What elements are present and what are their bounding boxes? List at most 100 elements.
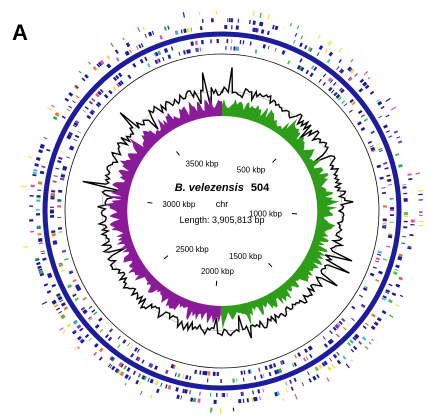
feature-mark bbox=[124, 382, 127, 386]
gene-feature bbox=[353, 346, 358, 351]
gene-feature bbox=[88, 337, 92, 342]
feature-mark bbox=[59, 327, 64, 331]
feature-mark bbox=[415, 172, 421, 175]
gene-feature bbox=[378, 147, 383, 151]
gene-feature bbox=[362, 81, 367, 86]
gene-feature bbox=[120, 80, 124, 85]
feature-mark bbox=[399, 294, 404, 298]
gene-feature bbox=[338, 87, 343, 92]
feature-mark bbox=[23, 245, 29, 248]
gene-feature bbox=[126, 367, 131, 372]
gc-skew-negative bbox=[104, 95, 222, 324]
scale-tick-label: 3000 kbp bbox=[162, 200, 195, 209]
outer-feature-marks bbox=[20, 10, 425, 414]
feature-ring-1 bbox=[29, 18, 415, 404]
gene-feature bbox=[57, 159, 62, 164]
gene-feature bbox=[328, 77, 333, 82]
gene-feature bbox=[135, 45, 139, 50]
gene-feature bbox=[281, 359, 285, 365]
scale-tick bbox=[268, 262, 273, 268]
gene-feature bbox=[54, 112, 60, 117]
gene-feature bbox=[43, 283, 49, 287]
gene-feature bbox=[369, 90, 375, 95]
gene-feature bbox=[99, 59, 105, 65]
gene-feature bbox=[385, 114, 390, 118]
gene-feature bbox=[107, 336, 113, 342]
gene-feature bbox=[117, 81, 122, 87]
gene-feature bbox=[360, 126, 366, 132]
feature-ring-5 bbox=[57, 46, 387, 376]
gene-feature bbox=[313, 66, 318, 72]
gene-feature bbox=[154, 59, 158, 65]
gene-feature bbox=[361, 303, 366, 307]
scale-tick bbox=[163, 255, 169, 260]
gene-feature bbox=[362, 325, 367, 330]
gene-feature bbox=[133, 347, 138, 352]
gene-feature bbox=[329, 330, 333, 334]
gene-feature bbox=[332, 81, 337, 86]
gene-feature bbox=[74, 85, 79, 90]
gene-feature bbox=[117, 344, 121, 349]
gene-feature bbox=[75, 285, 81, 290]
gene-feature bbox=[369, 272, 375, 277]
gene-feature bbox=[351, 101, 356, 106]
gene-feature bbox=[40, 143, 45, 148]
gene-feature bbox=[91, 109, 96, 113]
gene-feature bbox=[81, 77, 86, 82]
gene-feature bbox=[364, 322, 369, 327]
gene-feature bbox=[91, 97, 96, 102]
gene-feature bbox=[349, 98, 354, 104]
gene-feature bbox=[35, 156, 41, 161]
gene-feature bbox=[75, 95, 80, 99]
gene-feature bbox=[69, 147, 74, 151]
gene-feature bbox=[46, 289, 52, 294]
gene-feature bbox=[138, 44, 142, 49]
gene-feature bbox=[47, 274, 53, 279]
gene-feature bbox=[93, 311, 98, 316]
gene-feature bbox=[332, 354, 337, 359]
scale-tick-label: 2000 kbp bbox=[201, 267, 234, 276]
gene-feature bbox=[274, 391, 278, 397]
gene-feature bbox=[329, 79, 334, 83]
gene-feature bbox=[338, 58, 342, 63]
gene-feature bbox=[359, 294, 364, 298]
feature-mark bbox=[62, 330, 66, 334]
gene-feature bbox=[114, 368, 120, 373]
gene-feature bbox=[371, 313, 376, 318]
feature-mark bbox=[417, 189, 424, 192]
gene-feature bbox=[330, 89, 335, 94]
feature-mark bbox=[371, 338, 374, 342]
gene-feature bbox=[98, 347, 104, 353]
gene-feature bbox=[309, 353, 313, 359]
gene-feature bbox=[303, 348, 309, 354]
organism-name: B. velezensis bbox=[175, 182, 244, 194]
gene-feature bbox=[340, 88, 345, 94]
gene-feature bbox=[91, 309, 96, 313]
gene-feature bbox=[393, 130, 399, 134]
gene-feature bbox=[67, 133, 72, 139]
feature-mark bbox=[122, 37, 125, 41]
gene-feature bbox=[53, 303, 58, 307]
feature-rings bbox=[20, 10, 425, 414]
gene-feature bbox=[55, 293, 61, 297]
gene-feature bbox=[331, 364, 336, 369]
gene-feature bbox=[61, 115, 66, 119]
gene-feature bbox=[289, 379, 293, 384]
gene-feature bbox=[137, 373, 142, 378]
feature-ring-2 bbox=[36, 25, 408, 398]
gene-feature bbox=[297, 352, 302, 357]
gene-feature bbox=[57, 296, 63, 301]
gene-feature bbox=[124, 51, 129, 56]
gene-feature bbox=[88, 305, 93, 309]
gene-feature bbox=[149, 363, 154, 369]
gene-feature bbox=[373, 321, 379, 326]
gene-feature bbox=[348, 77, 353, 82]
gene-feature bbox=[337, 96, 342, 101]
organism-title: B. velezensis 504 bbox=[175, 182, 270, 194]
gene-feature bbox=[84, 106, 89, 110]
gene-feature bbox=[313, 367, 317, 372]
gene-feature bbox=[74, 297, 80, 302]
genome-tracks: 500 kbp 1000 kbp 1500 kbp 2000 kbp 2500 kbp 3… bbox=[20, 10, 425, 414]
gene-feature bbox=[336, 66, 340, 70]
gene-feature bbox=[67, 284, 72, 288]
